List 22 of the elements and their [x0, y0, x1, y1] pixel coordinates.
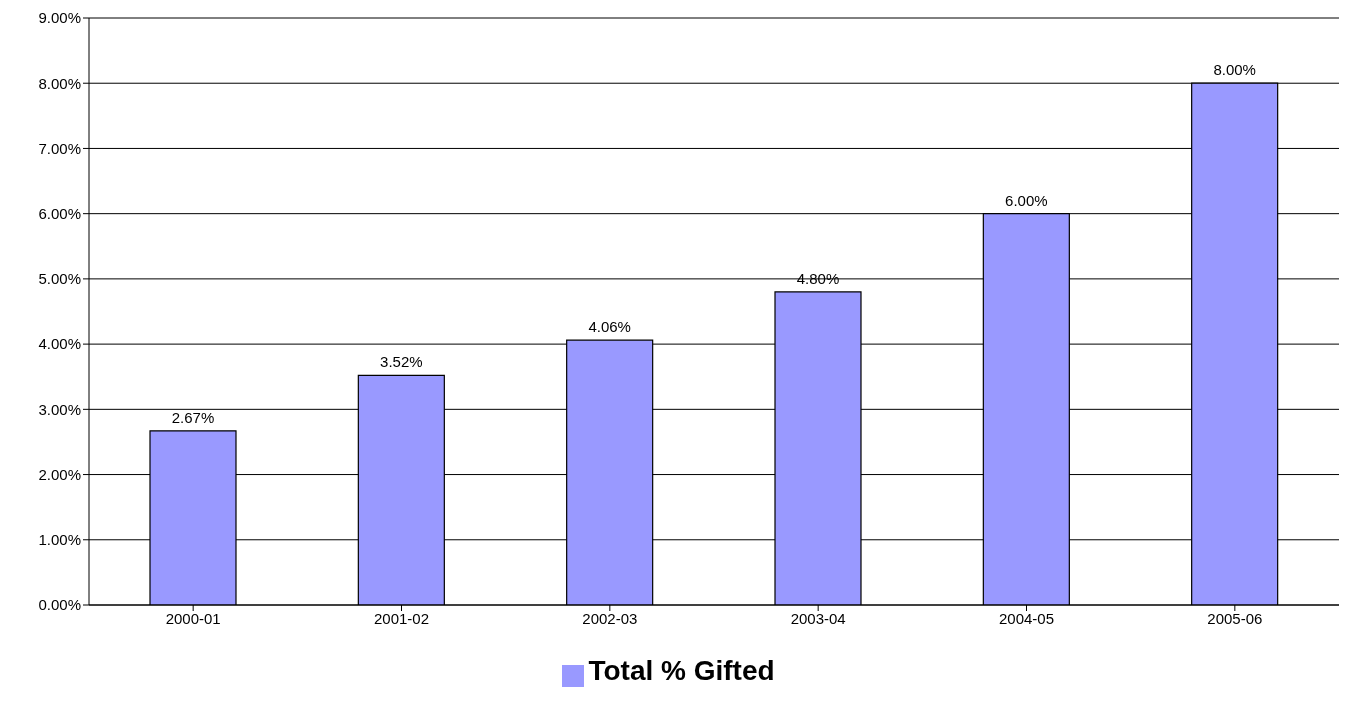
y-tick-label: 4.00% — [38, 335, 81, 353]
legend-label: Total % Gifted — [588, 655, 775, 686]
y-tick-label: 8.00% — [38, 74, 81, 92]
data-label: 6.00% — [1005, 191, 1048, 209]
data-label: 8.00% — [1213, 61, 1256, 79]
x-tick-label: 2005-06 — [1207, 609, 1263, 627]
x-tick-label: 2003-04 — [790, 609, 846, 627]
y-tick-label: 7.00% — [38, 139, 81, 157]
data-label: 3.52% — [380, 353, 423, 371]
data-label: 2.67% — [171, 408, 215, 426]
x-tick-label: 2000-01 — [165, 609, 221, 627]
x-tick-label: 2002-03 — [582, 609, 638, 627]
x-tick-label: 2001-02 — [373, 609, 430, 627]
x-tick-label: 2004-05 — [998, 609, 1055, 627]
y-tick-label: 1.00% — [38, 531, 81, 549]
y-tick-label: 5.00% — [38, 270, 81, 288]
y-tick-label: 9.00% — [38, 9, 81, 27]
y-tick-label: 3.00% — [38, 400, 81, 418]
y-tick-label: 2.00% — [38, 465, 81, 483]
y-tick-label: 6.00% — [38, 204, 81, 222]
data-label: 4.06% — [588, 318, 631, 336]
y-tick-label: 0.00% — [38, 596, 81, 614]
